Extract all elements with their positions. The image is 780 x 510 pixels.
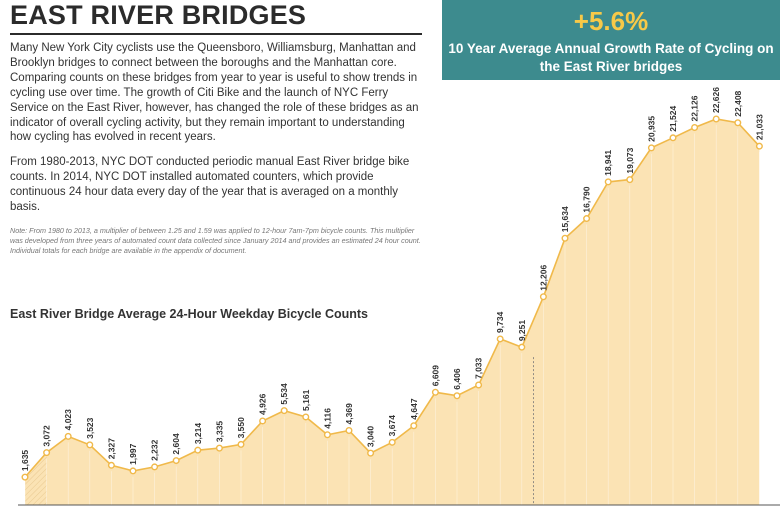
chart-hatched-region	[25, 452, 47, 505]
data-label: 4,023	[63, 409, 73, 431]
data-label: 6,406	[452, 368, 462, 390]
data-point	[626, 176, 634, 184]
data-point	[734, 119, 742, 127]
data-label: 22,126	[690, 95, 700, 121]
data-point	[107, 461, 115, 469]
data-label: 4,116	[322, 408, 332, 429]
data-label: 16,790	[582, 186, 592, 212]
data-label: 20,935	[646, 116, 656, 142]
data-point	[604, 178, 612, 186]
data-point	[129, 467, 137, 475]
data-label: 12,206	[538, 264, 548, 290]
data-point	[712, 115, 720, 123]
data-label: 15,634	[560, 206, 570, 232]
data-point	[280, 407, 288, 415]
data-label: 2,232	[150, 439, 160, 461]
data-label: 1,635	[20, 450, 30, 472]
data-label: 21,524	[668, 106, 678, 132]
data-label: 5,161	[301, 389, 311, 411]
data-label: 3,335	[214, 421, 224, 443]
page-title: EAST RIVER BRIDGES	[10, 0, 307, 30]
data-point	[431, 388, 439, 396]
data-point	[302, 413, 310, 421]
data-label: 4,369	[344, 403, 354, 425]
intro-paragraph-2: From 1980-2013, NYC DOT conducted period…	[10, 156, 410, 213]
data-point	[453, 392, 461, 400]
data-point	[215, 444, 223, 452]
data-label: 2,327	[106, 438, 116, 460]
data-point	[194, 446, 202, 454]
data-label: 6,609	[430, 365, 440, 387]
data-label: 3,550	[236, 417, 246, 439]
methodology-note: Note: From 1980 to 2013, a multiplier of…	[10, 226, 421, 255]
data-point	[755, 142, 763, 150]
data-point	[172, 457, 180, 465]
data-label: 3,523	[85, 417, 95, 439]
data-label: 7,033	[474, 357, 484, 379]
title-underline	[10, 33, 422, 35]
data-point	[151, 463, 159, 471]
data-label: 1,997	[128, 443, 138, 465]
growth-stat-box: +5.6% 10 Year Average Annual Growth Rate…	[442, 0, 780, 80]
intro-paragraph-1: Many New York City cyclists use the Quee…	[10, 42, 419, 144]
data-point	[323, 431, 331, 439]
data-point	[388, 438, 396, 446]
growth-rate-value: +5.6%	[573, 6, 649, 36]
data-label: 3,072	[42, 425, 52, 447]
data-label: 9,734	[495, 311, 505, 333]
data-point	[561, 234, 569, 242]
data-label: 4,926	[258, 393, 268, 415]
data-point	[21, 473, 29, 481]
data-label: 4,647	[409, 398, 419, 420]
data-point	[647, 144, 655, 152]
data-point	[259, 417, 267, 425]
data-point	[86, 441, 94, 449]
chart-title: East River Bridge Average 24-Hour Weekda…	[10, 307, 369, 321]
data-label: 5,534	[279, 383, 289, 405]
data-label: 9,251	[517, 320, 527, 342]
data-point	[583, 215, 591, 223]
data-label: 3,214	[193, 423, 203, 445]
data-label: 18,941	[603, 150, 613, 176]
data-point	[410, 422, 418, 430]
data-point	[345, 426, 353, 434]
data-point	[475, 381, 483, 389]
data-point	[43, 449, 51, 457]
data-label: 2,604	[171, 433, 181, 455]
chart-area-fill	[25, 119, 760, 505]
data-label: 3,674	[387, 415, 397, 437]
data-label: 19,073	[625, 147, 635, 173]
data-label: 22,408	[733, 90, 743, 116]
data-point	[496, 335, 504, 343]
data-point	[237, 440, 245, 448]
data-point	[64, 432, 72, 440]
data-point	[539, 293, 547, 301]
data-label: 3,040	[366, 426, 376, 448]
data-label: 21,033	[754, 114, 764, 140]
data-point	[367, 449, 375, 457]
growth-rate-label: 10 Year Average Annual Growth Rate of Cy…	[448, 41, 774, 74]
data-point	[669, 134, 677, 142]
data-label: 22,626	[711, 87, 721, 113]
data-point	[518, 343, 526, 351]
data-point	[691, 124, 699, 132]
